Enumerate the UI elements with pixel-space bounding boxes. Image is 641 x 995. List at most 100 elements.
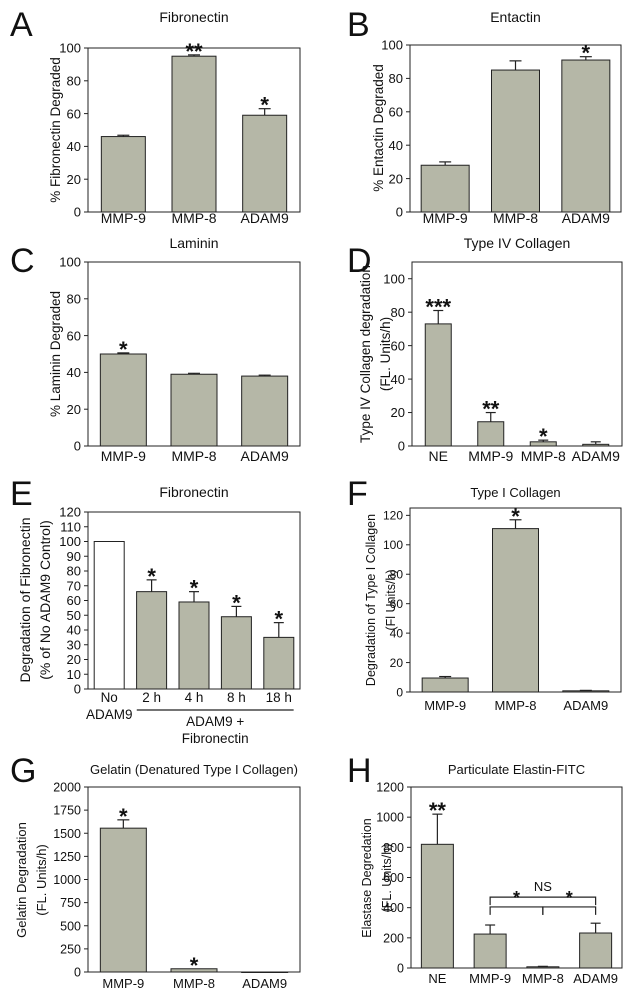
chart-title: Gelatin (Denatured Type I Collagen) bbox=[90, 762, 298, 777]
category-label: MMP-8 bbox=[521, 448, 566, 464]
category-label: ADAM9 bbox=[572, 448, 620, 464]
significance-marker: * bbox=[275, 607, 284, 632]
panel-g: G Gelatin (Denatured Type I Collagen) 0 250… bbox=[10, 752, 301, 991]
y-tick-label: 100 bbox=[383, 538, 403, 552]
panel-letter: F bbox=[347, 475, 368, 513]
bar bbox=[263, 636, 295, 690]
bar bbox=[241, 375, 289, 447]
category-label: MMP-8 bbox=[493, 210, 538, 226]
bracket-label: * bbox=[513, 888, 520, 908]
bar bbox=[424, 323, 452, 447]
y-tick-label: 60 bbox=[389, 104, 403, 119]
category-label: MMP-9 bbox=[101, 210, 146, 226]
y-axis-label: Gelatin Degradation bbox=[14, 822, 29, 938]
category-label: MMP-8 bbox=[171, 448, 216, 464]
chart-title: Type I Collagen bbox=[470, 485, 560, 500]
panel-letter: B bbox=[347, 6, 370, 44]
significance-bracket bbox=[489, 896, 597, 906]
y-tick-label: 120 bbox=[383, 509, 403, 523]
category-label: 2 h bbox=[142, 690, 161, 705]
y-tick-label: 60 bbox=[391, 338, 405, 353]
significance-marker: *** bbox=[425, 295, 451, 320]
bar bbox=[420, 843, 454, 969]
y-tick-label: 10 bbox=[67, 667, 81, 682]
y-tick-label: 80 bbox=[67, 291, 81, 306]
y-tick-label: 90 bbox=[67, 549, 81, 564]
panel-letter: H bbox=[347, 752, 372, 790]
chart-title: Laminin bbox=[169, 235, 218, 251]
category-label: MMP-9 bbox=[423, 210, 468, 226]
y-tick-label: 250 bbox=[60, 942, 81, 956]
category-label: MMP-9 bbox=[102, 976, 144, 991]
bar bbox=[473, 933, 507, 969]
y-tick-label: 100 bbox=[59, 41, 81, 56]
bar bbox=[178, 601, 210, 690]
significance-marker: * bbox=[260, 93, 269, 118]
bar bbox=[420, 164, 470, 213]
panel-letter: A bbox=[10, 6, 33, 44]
y-axis-label: Degradation of Fibronectin bbox=[17, 518, 33, 683]
y-tick-label: 60 bbox=[67, 106, 81, 121]
panel-c: C Laminin 0 20 40 60 80 100 % Laminin Degraded * M… bbox=[10, 235, 301, 464]
y-tick-label: 80 bbox=[390, 568, 404, 582]
bracket-label: * bbox=[566, 888, 573, 908]
category-label: MMP-9 bbox=[468, 448, 513, 464]
chart-title: Entactin bbox=[490, 9, 541, 25]
y-tick-label: 40 bbox=[389, 138, 403, 153]
y-tick-label: 0 bbox=[74, 205, 81, 220]
y-tick-label: 40 bbox=[391, 372, 405, 387]
y-tick-label: 100 bbox=[383, 271, 405, 286]
y-tick-label: 800 bbox=[383, 841, 404, 855]
bar bbox=[100, 136, 146, 213]
y-tick-label: 110 bbox=[60, 519, 81, 534]
category-label: No bbox=[101, 690, 118, 705]
significance-marker: ** bbox=[482, 397, 500, 422]
y-tick-label: 50 bbox=[67, 608, 81, 623]
y-tick-label: 0 bbox=[74, 682, 81, 697]
y-tick-label: 20 bbox=[67, 402, 81, 417]
category-label: ADAM9 bbox=[562, 210, 610, 226]
significance-marker: ** bbox=[429, 798, 447, 823]
bar bbox=[241, 971, 289, 973]
y-axis-label-units: (FL. Units/h) bbox=[380, 844, 394, 913]
category-label: ADAM9 bbox=[241, 448, 289, 464]
bar bbox=[582, 443, 610, 447]
y-tick-label: 100 bbox=[381, 38, 403, 53]
y-tick-label: 0 bbox=[74, 966, 81, 980]
y-axis-label-units: (FL. Units/h) bbox=[34, 844, 49, 916]
category-label: NE bbox=[428, 971, 446, 986]
category-label: ADAM9 bbox=[563, 698, 608, 713]
y-axis-label-units: (FL. Units/h) bbox=[378, 317, 393, 391]
panel-letter: G bbox=[10, 752, 36, 790]
y-tick-label: 1000 bbox=[53, 873, 81, 887]
y-axis-label-units: (Fl Units/h) bbox=[384, 569, 398, 630]
y-tick-label: 20 bbox=[390, 656, 404, 670]
category-label: ADAM9 bbox=[242, 976, 287, 991]
panel-letter: E bbox=[10, 475, 33, 513]
category-label: MMP-9 bbox=[469, 971, 511, 986]
bar bbox=[220, 616, 252, 690]
bar bbox=[99, 827, 147, 973]
bar bbox=[477, 421, 505, 447]
y-tick-label: 100 bbox=[59, 255, 81, 270]
y-tick-label: 120 bbox=[59, 505, 81, 520]
y-tick-label: 1750 bbox=[53, 804, 81, 818]
category-label: 8 h bbox=[227, 690, 246, 705]
significance-marker: ** bbox=[185, 39, 203, 64]
category-sublabel: ADAM9 bbox=[86, 707, 133, 722]
y-tick-label: 200 bbox=[383, 931, 404, 945]
y-tick-label: 40 bbox=[67, 139, 81, 154]
y-tick-label: 20 bbox=[391, 405, 405, 420]
y-tick-label: 1250 bbox=[53, 850, 81, 864]
y-tick-label: 600 bbox=[383, 871, 404, 885]
bar bbox=[579, 932, 613, 969]
y-tick-label: 40 bbox=[67, 623, 81, 638]
y-tick-label: 40 bbox=[390, 626, 404, 640]
y-tick-label: 80 bbox=[391, 305, 405, 320]
bar bbox=[242, 114, 288, 213]
y-tick-label: 20 bbox=[67, 172, 81, 187]
bar bbox=[491, 69, 540, 213]
panel-letter: C bbox=[10, 242, 35, 280]
y-tick-label: 1000 bbox=[376, 811, 404, 825]
